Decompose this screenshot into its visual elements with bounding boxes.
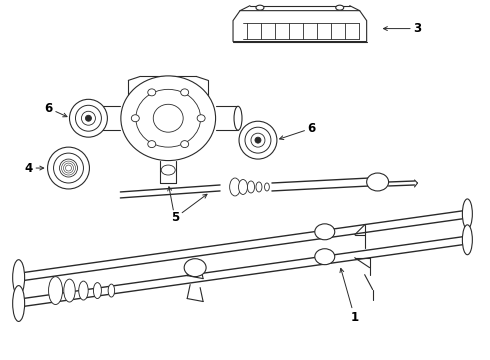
Ellipse shape <box>53 153 83 183</box>
Ellipse shape <box>315 249 335 265</box>
Text: 6: 6 <box>280 122 316 140</box>
Ellipse shape <box>148 141 156 148</box>
Text: 4: 4 <box>24 162 44 175</box>
Ellipse shape <box>85 115 92 121</box>
Ellipse shape <box>255 137 261 143</box>
Ellipse shape <box>181 89 189 96</box>
Ellipse shape <box>234 106 242 130</box>
Ellipse shape <box>131 115 139 122</box>
Ellipse shape <box>95 106 102 130</box>
Ellipse shape <box>48 147 90 189</box>
Ellipse shape <box>184 259 206 276</box>
Text: 1: 1 <box>340 269 359 324</box>
Ellipse shape <box>245 127 271 153</box>
Ellipse shape <box>13 260 24 296</box>
Ellipse shape <box>256 5 264 10</box>
Text: 6: 6 <box>45 102 67 117</box>
Ellipse shape <box>336 5 343 10</box>
Text: 5: 5 <box>171 194 207 224</box>
Ellipse shape <box>315 224 335 240</box>
Ellipse shape <box>197 115 205 122</box>
Ellipse shape <box>463 225 472 255</box>
Ellipse shape <box>265 183 270 191</box>
Ellipse shape <box>239 180 247 194</box>
Ellipse shape <box>49 276 63 305</box>
Ellipse shape <box>59 159 77 177</box>
Ellipse shape <box>148 89 156 96</box>
Ellipse shape <box>181 141 189 148</box>
Ellipse shape <box>64 279 75 302</box>
Ellipse shape <box>75 105 101 131</box>
Ellipse shape <box>463 199 472 229</box>
Ellipse shape <box>239 121 277 159</box>
Ellipse shape <box>161 165 175 175</box>
Ellipse shape <box>108 284 115 297</box>
Ellipse shape <box>94 283 101 298</box>
Ellipse shape <box>247 181 255 193</box>
Ellipse shape <box>256 182 262 192</box>
Ellipse shape <box>70 99 107 137</box>
Ellipse shape <box>81 111 96 125</box>
Ellipse shape <box>79 281 88 300</box>
Text: 3: 3 <box>384 22 421 35</box>
Ellipse shape <box>367 173 389 191</box>
Polygon shape <box>233 11 367 41</box>
Ellipse shape <box>230 178 241 196</box>
Text: 2: 2 <box>168 187 179 226</box>
Ellipse shape <box>251 133 265 147</box>
Ellipse shape <box>13 285 24 321</box>
Ellipse shape <box>121 76 216 161</box>
